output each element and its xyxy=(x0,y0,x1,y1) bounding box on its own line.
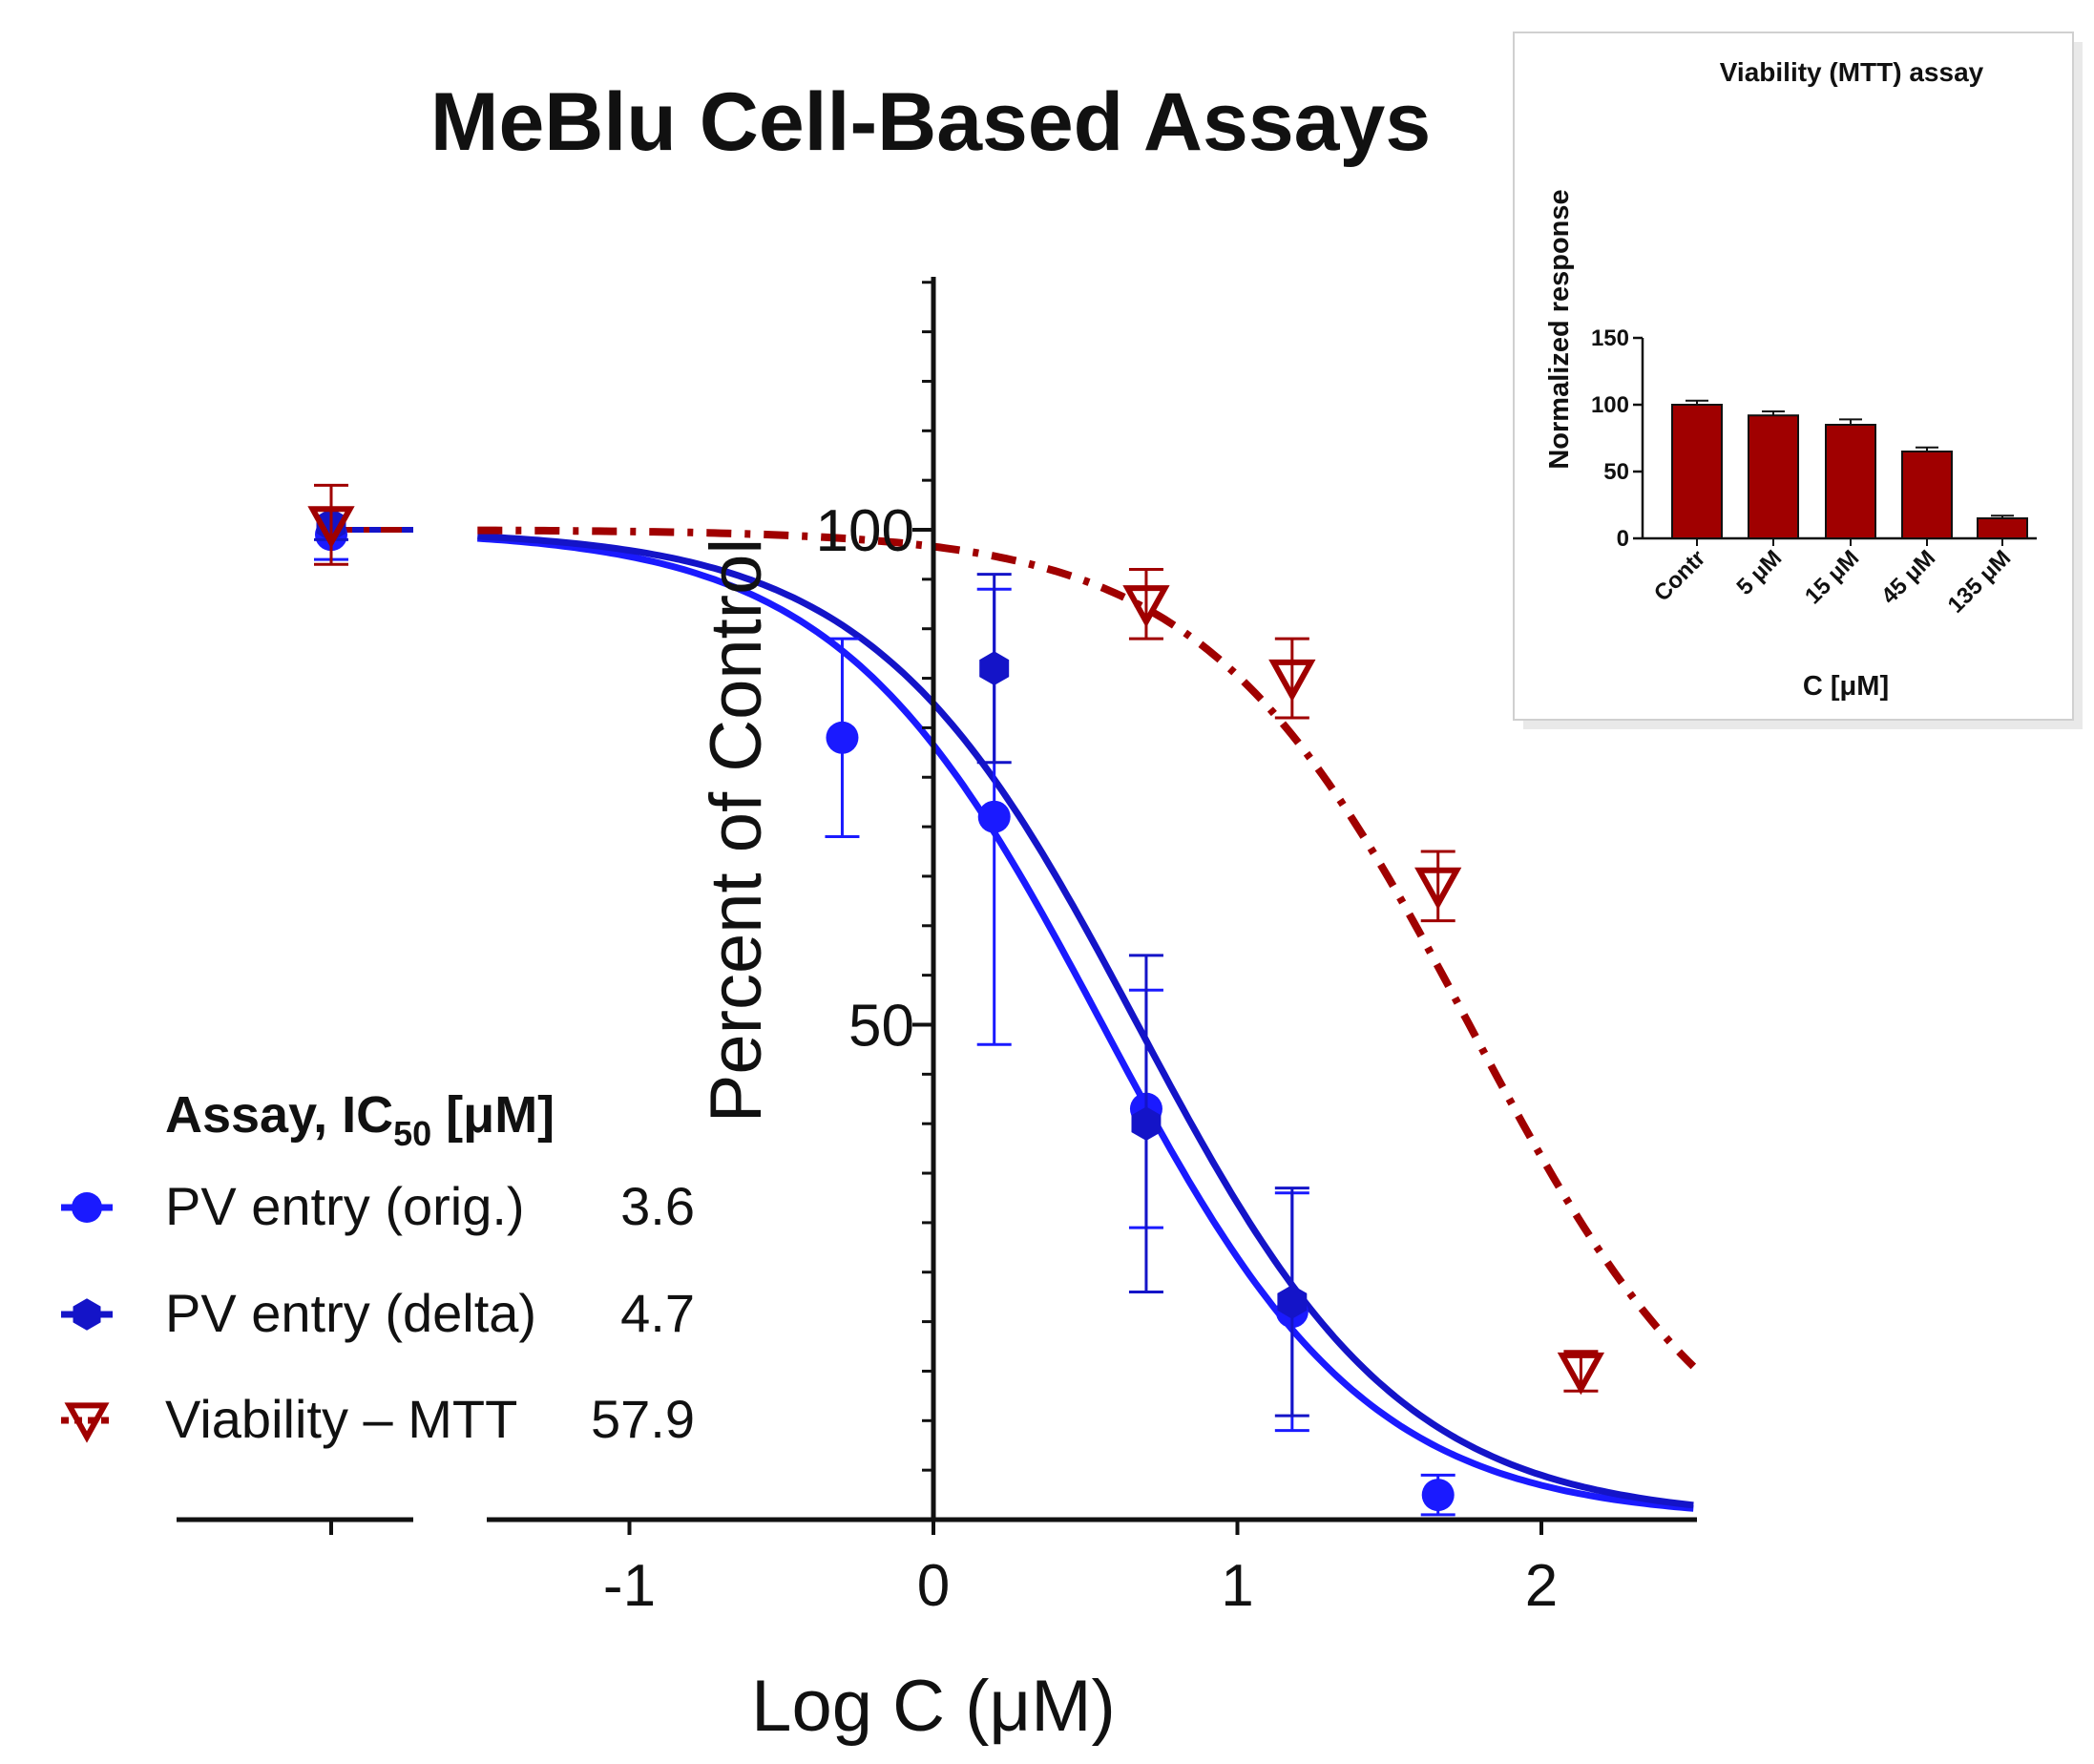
data-point-triangle xyxy=(1557,1352,1605,1396)
inset-y-tick-label: 150 xyxy=(1591,326,1629,351)
inset-bar xyxy=(1748,414,1799,540)
legend-series-name: Viability – MTT xyxy=(165,1389,517,1449)
fit-curve xyxy=(477,533,1694,1509)
data-point-triangle xyxy=(1268,659,1316,703)
inset-bar xyxy=(1901,451,1953,539)
data-point-circle xyxy=(1421,1479,1455,1512)
fit-curve xyxy=(477,535,1694,1512)
inset-y-tick-label: 50 xyxy=(1603,459,1629,485)
y-tick-label: 50 xyxy=(848,994,914,1060)
x-tick-label: 1 xyxy=(1221,1553,1253,1619)
inset-bar xyxy=(1671,404,1723,539)
legend: Assay, IC50 [μM] PV entry (orig.) 3.6PV e… xyxy=(61,1086,695,1449)
data-point-hexagon xyxy=(1131,1106,1162,1141)
x-tick-label: 2 xyxy=(1525,1553,1558,1619)
data-point-triangle xyxy=(1122,585,1170,628)
y-axis-label: Percent of Control xyxy=(696,538,777,1124)
data-point-circle xyxy=(826,721,859,754)
inset-y-tick-label: 100 xyxy=(1591,392,1629,418)
legend-ic50-value: 57.9 xyxy=(591,1389,695,1449)
inset-bar xyxy=(1977,517,2028,539)
data-point-triangle xyxy=(64,1402,110,1443)
main-plot-area: 50 100 -1 0 1 2 Percent of Control Log C (μM) xyxy=(177,277,1697,1747)
main-axes: 50 100 -1 0 1 2 xyxy=(177,277,1697,1619)
data-point-hexagon xyxy=(73,1298,101,1331)
y-tick-label: 100 xyxy=(816,498,914,564)
data-point-hexagon xyxy=(1277,1285,1308,1319)
legend-ic50-value: 3.6 xyxy=(620,1176,695,1236)
legend-title-unit: [μM] xyxy=(431,1086,555,1144)
data-point-triangle xyxy=(1414,867,1462,911)
fit-curve xyxy=(477,526,1697,1370)
inset-title: Viability (MTT) assay xyxy=(1720,57,1984,87)
x-tick-label: 0 xyxy=(917,1553,950,1619)
legend-title-subscript: 50 xyxy=(393,1114,431,1153)
data-point-hexagon xyxy=(979,651,1010,685)
legend-series-name: PV entry (orig.) xyxy=(165,1176,525,1236)
inset-frame xyxy=(1513,32,2074,721)
chart-title: MeBlu Cell-Based Assays xyxy=(430,76,1431,168)
x-tick-label: -1 xyxy=(603,1553,656,1619)
data-point-circle xyxy=(977,800,1011,833)
x-axis-label: Log C (μM) xyxy=(751,1666,1116,1747)
legend-title-main: Assay, IC xyxy=(165,1086,393,1144)
data-point-triangle xyxy=(307,506,355,549)
legend-ic50-value: 4.7 xyxy=(620,1283,695,1343)
legend-title: Assay, IC50 [μM] xyxy=(165,1086,555,1153)
data-markers xyxy=(307,483,1605,1517)
data-point-circle xyxy=(72,1192,102,1223)
legend-series-name: PV entry (delta) xyxy=(165,1283,536,1343)
inset-x-axis-label: C [μM] xyxy=(1803,671,1889,702)
legend-items: PV entry (orig.) 3.6 PV entry (delta) 4.7 Vi… xyxy=(61,1176,695,1449)
inset-y-axis-label: Normalized response xyxy=(1544,189,1575,469)
inset-y-tick-label: 0 xyxy=(1617,526,1629,552)
inset-bar xyxy=(1825,424,1876,539)
